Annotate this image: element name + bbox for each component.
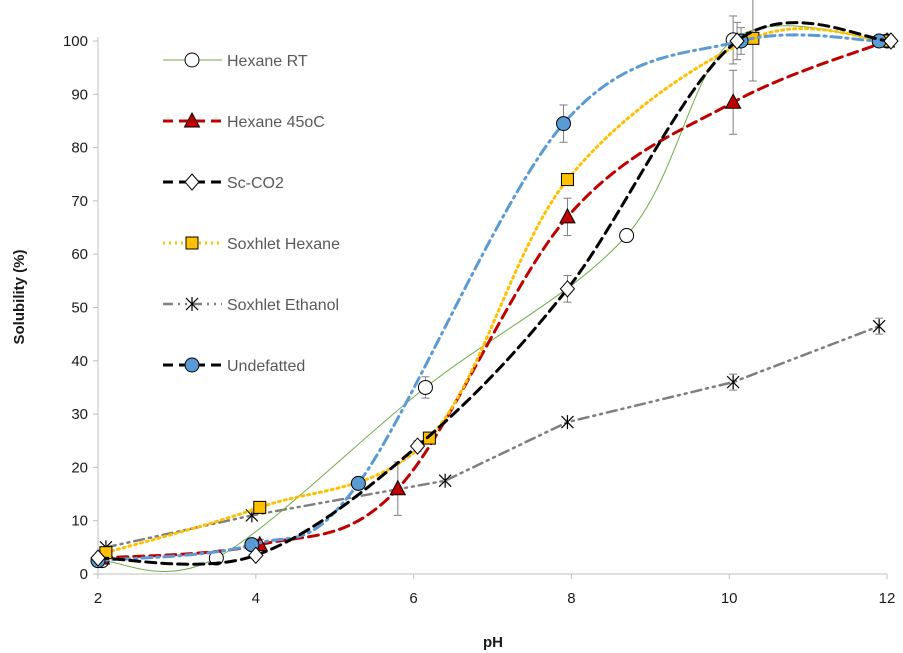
data-point-marker [619,228,635,244]
x-tick-label: 4 [252,590,260,607]
legend-label: Sc-CO2 [227,175,284,192]
data-point-marker [350,475,366,491]
data-point-marker [184,357,200,373]
data-point-marker [559,280,576,298]
y-tick-label: 20 [71,459,88,476]
legend-label: Soxhlet Ethanol [227,297,339,314]
series-line [96,21,893,566]
series-line [101,25,888,572]
y-tick-label: 50 [71,300,88,317]
data-point-marker [883,32,899,50]
data-point-marker [560,173,574,187]
y-tick-label: 0 [80,566,88,583]
series-sc-co2 [90,21,899,567]
y-tick-label: 60 [71,246,88,263]
data-point-marker [185,297,199,311]
y-tick-label: 40 [71,353,88,370]
legend: Hexane RT Hexane 45oC Sc-CO2 Soxhlet Hexane… [163,52,340,375]
series-line [104,324,881,549]
legend-item: Hexane 45oC [163,111,325,131]
y-tick-label: 90 [71,86,88,103]
data-point-marker [248,546,264,565]
x-tick-label: 8 [567,590,575,607]
data-point-marker [184,52,200,68]
series-soxhlet-ethanol [99,317,886,555]
data-point-marker [556,116,572,132]
legend-label: Soxhlet Hexane [227,236,340,253]
legend-item: Undefatted [163,357,305,375]
data-point-marker [90,549,106,567]
y-tick-label: 30 [71,406,88,423]
y-tick-label: 80 [71,140,88,157]
legend-item: Soxhlet Hexane [163,236,340,253]
series-hexane-45oc [93,31,896,565]
series-line [104,27,889,555]
series-line [96,33,881,563]
data-point-marker [183,111,201,128]
data-point-marker [438,473,452,488]
data-point-marker [253,500,267,514]
data-point-marker [724,93,742,109]
x-tick-label: 12 [879,590,896,607]
y-axis-title: Solubility (%) [11,250,28,345]
data-point-marker [184,173,200,191]
data-point-marker [559,207,576,224]
series-undefatted [90,27,887,569]
y-tick-label: 10 [71,513,88,530]
data-point-marker [726,375,740,390]
x-tick-label: 10 [721,590,738,607]
data-point-marker [872,319,886,334]
y-tick-label: 100 [63,33,88,50]
data-point-marker [561,415,574,430]
series-line [100,39,889,560]
legend-label: Hexane 45oC [227,114,325,131]
series-layer [90,0,899,572]
data-point-marker [409,437,426,455]
x-axis-title: pH [483,634,503,651]
y-tick-label: 70 [71,193,88,210]
axes: 0 10 20 30 40 50 60 70 80 90 100 2 4 6 8 10 12 [63,33,895,607]
legend-label: Hexane RT [227,53,308,70]
x-tick-label: 6 [409,590,417,607]
legend-item: Soxhlet Ethanol [163,297,339,314]
data-point-marker [185,236,199,250]
legend-item: Sc-CO2 [163,173,284,192]
legend-item: Hexane RT [163,52,308,70]
legend-label: Undefatted [227,358,305,375]
series-hexane-rt [94,15,895,572]
data-point-marker [729,32,745,50]
data-point-marker [417,379,433,395]
x-tick-label: 2 [94,590,102,607]
data-point-marker [389,479,407,496]
